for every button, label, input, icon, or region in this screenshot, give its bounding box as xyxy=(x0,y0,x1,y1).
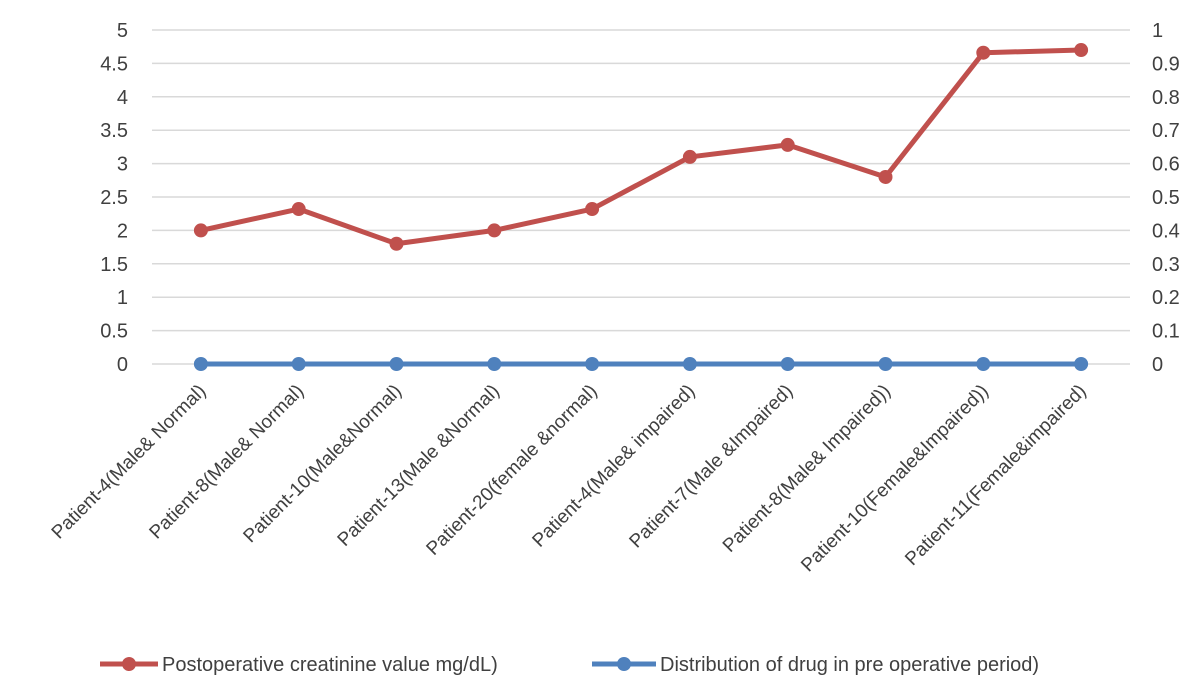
category-label: Patient-8(Male& Impaired)) xyxy=(719,381,895,557)
right-tick-label: 0.9 xyxy=(1152,53,1180,75)
legend-label: Postoperative creatinine value mg/dL) xyxy=(162,654,498,676)
left-tick-label: 1 xyxy=(117,287,128,309)
category-label: Patient-4(Male& Normal) xyxy=(48,381,211,544)
data-point xyxy=(878,357,893,371)
left-tick-label: 0.5 xyxy=(100,321,128,343)
category-label: Patient-11(Female&impaired) xyxy=(901,381,1090,570)
right-tick-label: 0.8 xyxy=(1152,87,1180,109)
gridlines xyxy=(152,29,1130,365)
data-point xyxy=(487,357,502,371)
right-tick-label: 0.6 xyxy=(1152,154,1180,176)
left-tick-label: 3 xyxy=(117,154,128,176)
data-point xyxy=(193,357,208,371)
right-tick-label: 0 xyxy=(1152,354,1163,376)
data-point xyxy=(487,223,502,238)
data-point xyxy=(976,45,991,60)
data-point xyxy=(291,357,306,371)
series-line xyxy=(198,47,1084,247)
category-label: Patient-10(Female&Impaired)) xyxy=(797,381,993,577)
data-point xyxy=(976,357,991,371)
legend-swatch-marker xyxy=(617,657,631,671)
right-tick-label: 0.1 xyxy=(1152,321,1180,343)
data-point xyxy=(389,236,404,251)
left-tick-label: 1.5 xyxy=(100,254,128,276)
right-axis-ticks: 0 0.1 0.2 0.3 0.4 0.5 0.6 0.7 0.8 0.9 1 xyxy=(1152,20,1180,376)
data-point xyxy=(1074,43,1089,58)
data-point xyxy=(291,202,306,217)
right-tick-label: 0.5 xyxy=(1152,187,1180,209)
category-label: Patient-7(Male &Impaired) xyxy=(626,381,798,553)
data-point xyxy=(780,137,795,152)
category-label: Patient-20(female &normal) xyxy=(423,381,602,560)
data-point xyxy=(585,202,600,217)
category-label: Patient-13(Male &Normal) xyxy=(334,381,504,551)
right-tick-label: 0.7 xyxy=(1152,120,1180,142)
data-point xyxy=(585,357,600,371)
left-tick-label: 0 xyxy=(117,354,128,376)
data-point xyxy=(682,357,697,371)
category-label: Patient-10(Male&Normal) xyxy=(240,381,406,547)
series-layer xyxy=(193,43,1089,371)
data-point xyxy=(389,357,404,371)
left-tick-label: 4.5 xyxy=(100,53,128,75)
right-tick-label: 0.3 xyxy=(1152,254,1180,276)
legend-label: Distribution of drug in pre operative pe… xyxy=(660,654,1039,676)
left-tick-label: 5 xyxy=(117,20,128,42)
data-point xyxy=(878,169,893,184)
left-axis-ticks: 0 0.5 1 1.5 2 2.5 3 3.5 4 4.5 5 xyxy=(100,20,128,376)
right-tick-label: 0.4 xyxy=(1152,220,1180,242)
data-point xyxy=(780,357,795,371)
left-tick-label: 4 xyxy=(117,87,128,109)
category-labels: Patient-4(Male& Normal)Patient-8(Male& N… xyxy=(48,381,1091,577)
data-point xyxy=(1074,357,1089,371)
right-tick-label: 0.2 xyxy=(1152,287,1180,309)
left-tick-label: 2.5 xyxy=(100,187,128,209)
legend: Postoperative creatinine value mg/dL) Dis… xyxy=(100,654,1039,676)
left-tick-label: 2 xyxy=(117,220,128,242)
left-tick-label: 3.5 xyxy=(100,120,128,142)
data-point xyxy=(682,149,697,164)
right-tick-label: 1 xyxy=(1152,20,1163,42)
legend-swatch-marker xyxy=(122,657,136,671)
data-point xyxy=(193,223,208,238)
category-label: Patient-4(Male& impaired) xyxy=(529,381,700,552)
